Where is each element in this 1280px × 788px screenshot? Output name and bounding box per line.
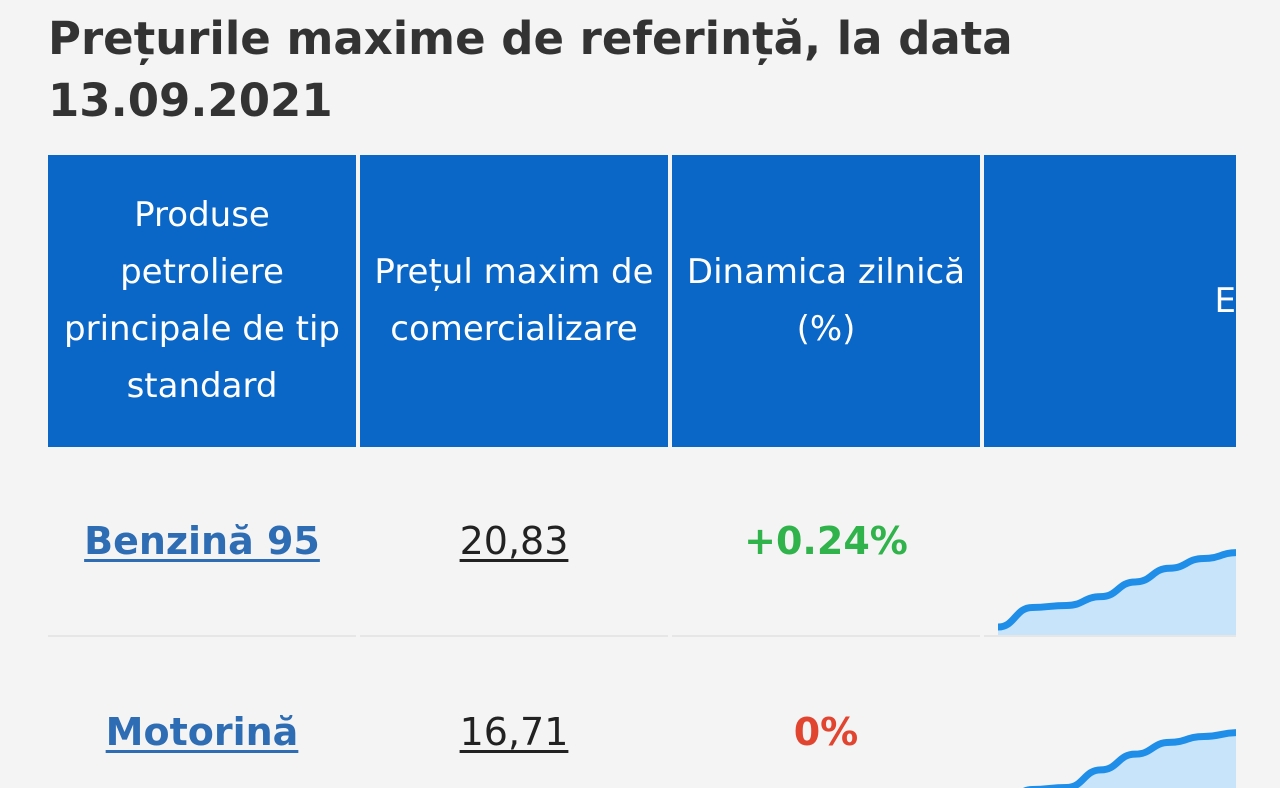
header-price: Prețul maxim de comercializare bbox=[360, 155, 668, 447]
page-title: Prețurile maxime de referință, la data 1… bbox=[48, 12, 1013, 127]
price-value: 16,71 bbox=[459, 710, 569, 754]
dynamics-value: 0% bbox=[793, 710, 859, 754]
table-header-row: Produse petroliere principale de tip sta… bbox=[48, 155, 1236, 447]
price-cell: 16,71 bbox=[360, 637, 668, 788]
header-dynamics: Dinamica zilnică (%) bbox=[672, 155, 980, 447]
product-link-motorina[interactable]: Motorină bbox=[105, 710, 299, 754]
header-evolution: E bbox=[984, 155, 1236, 447]
table-row: Benzină 95 20,83 +0.24% bbox=[48, 447, 1236, 637]
sparkline-line bbox=[998, 549, 1236, 631]
product-cell: Benzină 95 bbox=[48, 447, 356, 637]
trend-sparkline bbox=[1023, 729, 1236, 788]
dynamics-value: +0.24% bbox=[744, 519, 908, 563]
sparkline-area bbox=[1053, 732, 1236, 788]
price-cell: 20,83 bbox=[360, 447, 668, 637]
sparkline-line bbox=[1023, 729, 1236, 788]
trend-cell bbox=[984, 447, 1236, 637]
dynamics-cell: +0.24% bbox=[672, 447, 980, 637]
product-link-benzina-95[interactable]: Benzină 95 bbox=[84, 519, 320, 563]
trend-sparkline bbox=[998, 549, 1236, 635]
product-cell: Motorină bbox=[48, 637, 356, 788]
trend-cell bbox=[984, 637, 1236, 788]
header-product: Produse petroliere principale de tip sta… bbox=[48, 155, 356, 447]
price-value: 20,83 bbox=[459, 519, 569, 563]
dynamics-cell: 0% bbox=[672, 637, 980, 788]
fuel-prices-table: Produse petroliere principale de tip sta… bbox=[44, 155, 1240, 788]
table-row: Motorină 16,71 0% bbox=[48, 637, 1236, 788]
